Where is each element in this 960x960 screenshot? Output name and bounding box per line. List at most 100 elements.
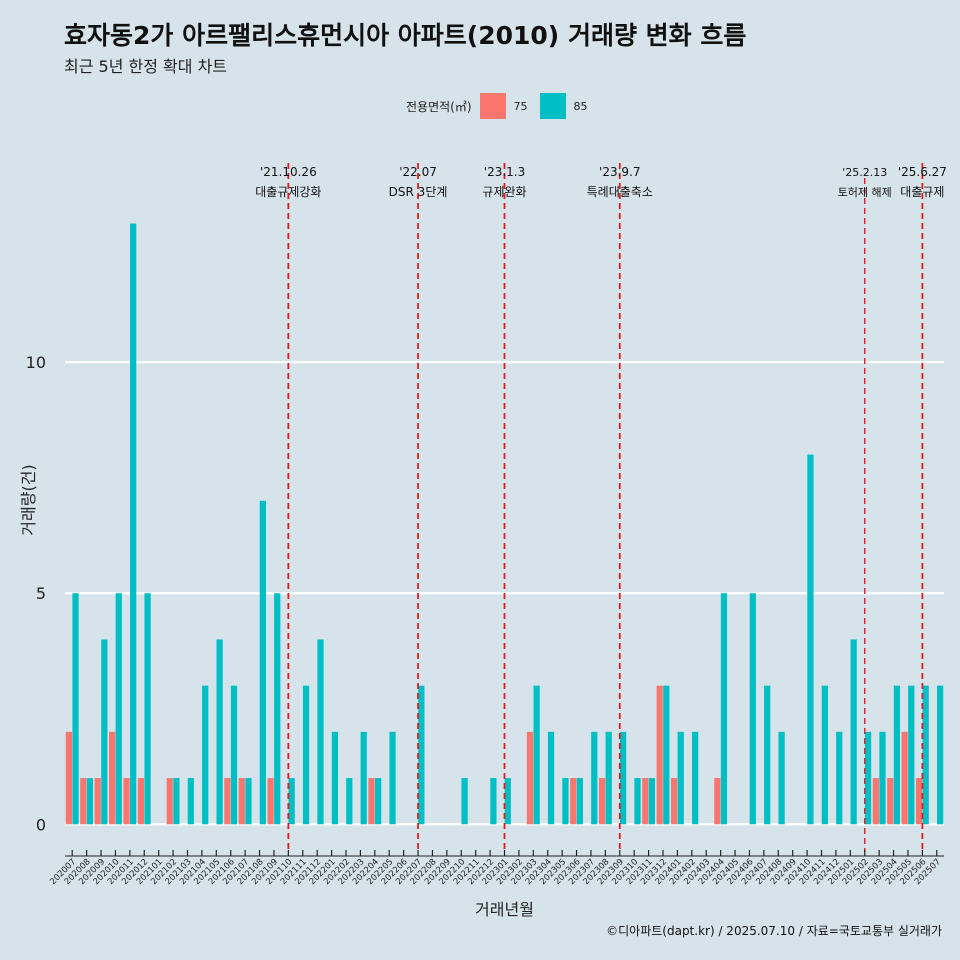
- event-label-4: 토허제 해제: [838, 185, 892, 199]
- bar-75-202009: [94, 778, 101, 825]
- legend-label-75: 75: [513, 99, 528, 113]
- bar-85-202210: [461, 778, 468, 825]
- bar-85-202212: [490, 778, 497, 825]
- bar-85-202103: [187, 778, 194, 825]
- bar-75-202311: [642, 778, 649, 825]
- bar-85-202501: [850, 639, 857, 825]
- bar-75-202109: [267, 778, 274, 825]
- bar-85-202401: [677, 731, 684, 825]
- bar-85-202012: [144, 593, 151, 825]
- bar-75-202012: [137, 778, 145, 825]
- legend-title: 전용면적(㎡): [406, 99, 472, 114]
- event-label-2: 규제완화: [482, 185, 526, 199]
- bar-85-202007: [72, 593, 79, 825]
- event-date-5: '25.6.27: [898, 165, 947, 179]
- bar-75-202312: [656, 685, 663, 825]
- bar-85-202108: [259, 500, 266, 825]
- bar-85-202102: [173, 778, 180, 825]
- bar-85-202503: [879, 731, 886, 825]
- bar-85-202506: [922, 685, 929, 825]
- bar-85-202410: [807, 454, 814, 825]
- bar-85-202406: [749, 593, 756, 825]
- bar-85-202106: [230, 685, 238, 825]
- bar-75-202204: [368, 778, 375, 825]
- bar-85-202505: [908, 685, 915, 825]
- event-date-4: '25.2.13: [842, 166, 887, 179]
- bar-85-202110: [288, 778, 295, 825]
- bar-85-202301: [504, 778, 511, 825]
- bar-85-202306: [576, 778, 583, 825]
- bar-85-202504: [893, 685, 900, 825]
- bar-85-202308: [605, 731, 612, 825]
- bar-75-202107: [238, 778, 245, 825]
- bar-85-202411: [821, 685, 828, 825]
- bar-85-202402: [692, 731, 699, 825]
- bar-85-202111: [302, 685, 310, 825]
- event-date-0: '21.10.26: [260, 165, 317, 179]
- bar-85-202205: [389, 731, 396, 825]
- bar-85-202207: [418, 685, 425, 825]
- bar-85-202310: [634, 778, 641, 825]
- bar-75-202504: [887, 778, 894, 825]
- bar-85-202011: [130, 223, 137, 825]
- bar-85-202303: [533, 685, 540, 825]
- bar-85-202502: [864, 731, 872, 825]
- bar-85-202404: [720, 593, 728, 825]
- bar-75-202308: [598, 778, 606, 825]
- event-label-3: 특례대출축소: [587, 185, 653, 199]
- bar-75-202010: [109, 731, 116, 825]
- bar-85-202109: [274, 593, 281, 825]
- chart-subtitle: 최근 5년 한정 확대 차트: [64, 57, 228, 76]
- bar-75-202401: [670, 778, 678, 825]
- bar-85-202203: [360, 731, 367, 825]
- bar-75-202404: [714, 778, 721, 825]
- bar-85-202009: [101, 639, 108, 825]
- y-axis-title: 거래량(건): [19, 464, 38, 535]
- y-tick-label-10: 10: [26, 353, 46, 372]
- bar-85-202311: [648, 778, 656, 825]
- x-axis-title: 거래년월: [475, 900, 534, 919]
- event-label-1: DSR 3단계: [389, 185, 448, 199]
- bar-75-202008: [80, 778, 87, 825]
- bar-75-202506: [915, 778, 923, 825]
- bar-85-202201: [331, 731, 339, 825]
- event-label-0: 대출규제강화: [255, 185, 321, 199]
- bar-85-202008: [86, 778, 94, 825]
- events-layer: '21.10.26 대출규제강화 '22.07 DSR 3단계 '23.1.3 규제완화 '…: [255, 163, 947, 852]
- bar-85-202107: [245, 778, 252, 825]
- bar-75-202011: [123, 778, 130, 825]
- bar-75-202007: [65, 731, 73, 825]
- bar-85-202304: [547, 731, 555, 825]
- bar-75-202106: [224, 778, 231, 825]
- bar-85-202105: [216, 639, 223, 825]
- event-date-2: '23.1.3: [484, 165, 525, 179]
- event-date-1: '22.07: [399, 165, 437, 179]
- bars-layer: [65, 223, 944, 825]
- y-tick-label-0: 0: [36, 815, 46, 834]
- caption: ©디아파트(dapt.kr) / 2025.07.10 / 자료=국토교통부 실…: [606, 924, 942, 938]
- bar-85-202204: [375, 778, 382, 825]
- bar-85-202408: [778, 731, 785, 825]
- bar-75-202306: [570, 778, 577, 825]
- legend-label-85: 85: [573, 99, 588, 113]
- event-date-3: '23.9.7: [599, 165, 640, 179]
- bar-85-202010: [115, 593, 122, 825]
- bar-85-202305: [562, 778, 569, 825]
- legend-swatch-85: [539, 93, 566, 119]
- bar-85-202112: [317, 639, 324, 825]
- axes-layer: 0510202007202008202009202010202011202012…: [19, 353, 944, 919]
- bar-75-202505: [901, 731, 908, 825]
- legend-swatch-75: [479, 93, 506, 119]
- bar-75-202102: [166, 778, 173, 825]
- legend: 전용면적(㎡) 75 85: [406, 92, 600, 120]
- bar-85-202307: [591, 731, 598, 825]
- bar-85-202312: [663, 685, 670, 825]
- bar-85-202104: [202, 685, 209, 825]
- event-label-5: 대출규제: [900, 185, 944, 199]
- bar-85-202412: [836, 731, 843, 825]
- bar-85-202202: [346, 778, 353, 825]
- chart-title: 효자동2가 아르팰리스휴먼시아 아파트(2010) 거래량 변화 흐름: [64, 21, 747, 50]
- bar-75-202503: [872, 778, 879, 825]
- y-tick-label-5: 5: [36, 584, 46, 603]
